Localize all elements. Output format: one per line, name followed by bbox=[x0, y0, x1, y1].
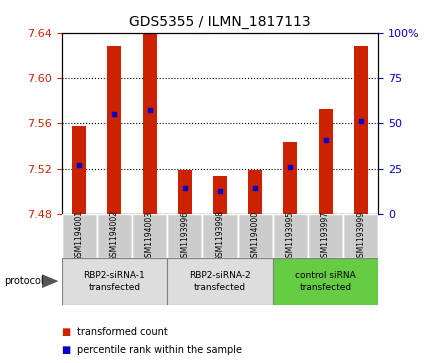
Text: protocol: protocol bbox=[4, 276, 44, 286]
FancyBboxPatch shape bbox=[202, 214, 238, 258]
Bar bbox=[178, 170, 192, 214]
FancyBboxPatch shape bbox=[273, 214, 308, 258]
Title: GDS5355 / ILMN_1817113: GDS5355 / ILMN_1817113 bbox=[129, 15, 311, 29]
Text: GSM1193998: GSM1193998 bbox=[216, 211, 224, 261]
Text: GSM1193997: GSM1193997 bbox=[321, 211, 330, 261]
Text: percentile rank within the sample: percentile rank within the sample bbox=[77, 345, 242, 355]
Text: GSM1194003: GSM1194003 bbox=[145, 211, 154, 261]
Bar bbox=[107, 46, 121, 214]
Text: ■: ■ bbox=[62, 345, 71, 355]
Text: GSM1193999: GSM1193999 bbox=[356, 211, 365, 261]
Bar bbox=[72, 126, 86, 214]
Text: GSM1194002: GSM1194002 bbox=[110, 211, 119, 261]
Text: RBP2-siRNA-2
transfected: RBP2-siRNA-2 transfected bbox=[189, 271, 251, 292]
Text: ■: ■ bbox=[62, 327, 71, 337]
Polygon shape bbox=[42, 274, 59, 288]
Text: GSM1193995: GSM1193995 bbox=[286, 211, 295, 261]
Bar bbox=[213, 176, 227, 214]
FancyBboxPatch shape bbox=[132, 214, 167, 258]
FancyBboxPatch shape bbox=[167, 258, 273, 305]
Text: GSM1194001: GSM1194001 bbox=[75, 211, 84, 261]
FancyBboxPatch shape bbox=[97, 214, 132, 258]
Bar bbox=[283, 142, 297, 214]
Text: control siRNA
transfected: control siRNA transfected bbox=[295, 271, 356, 292]
Text: GSM1194000: GSM1194000 bbox=[251, 211, 260, 261]
FancyBboxPatch shape bbox=[238, 214, 273, 258]
FancyBboxPatch shape bbox=[273, 258, 378, 305]
Text: RBP2-siRNA-1
transfected: RBP2-siRNA-1 transfected bbox=[84, 271, 145, 292]
Bar bbox=[319, 109, 333, 214]
Text: transformed count: transformed count bbox=[77, 327, 168, 337]
Bar bbox=[143, 33, 157, 214]
FancyBboxPatch shape bbox=[308, 214, 343, 258]
FancyBboxPatch shape bbox=[62, 214, 97, 258]
FancyBboxPatch shape bbox=[343, 214, 378, 258]
Bar bbox=[354, 46, 368, 214]
FancyBboxPatch shape bbox=[62, 258, 167, 305]
Text: GSM1193996: GSM1193996 bbox=[180, 211, 189, 261]
Bar bbox=[248, 170, 262, 214]
FancyBboxPatch shape bbox=[167, 214, 202, 258]
